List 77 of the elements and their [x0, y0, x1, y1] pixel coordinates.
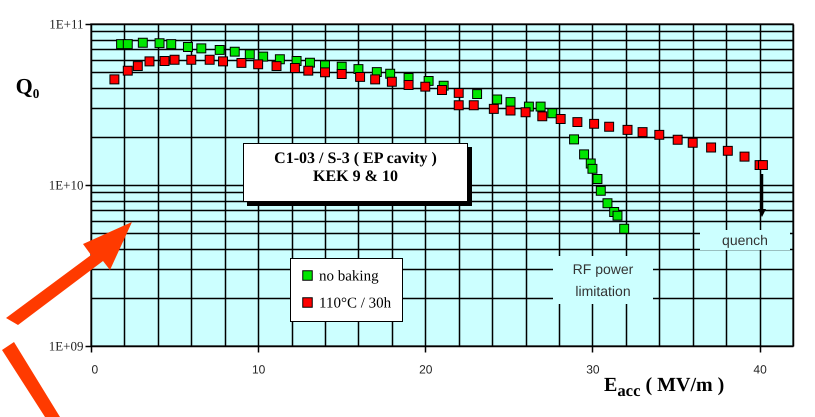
point: [186, 54, 196, 65]
point: [488, 104, 499, 114]
point: [437, 85, 447, 95]
point: [587, 164, 598, 174]
point: [132, 61, 143, 72]
point: [122, 39, 133, 50]
point: [320, 67, 330, 78]
y-tick-label: 1E+09: [48, 338, 84, 354]
point: [303, 66, 314, 76]
point: [688, 138, 698, 148]
point: [556, 114, 566, 124]
x-tick-label: 10: [252, 362, 266, 376]
legend-label: no baking: [319, 268, 380, 284]
point: [160, 56, 170, 66]
point: [536, 102, 546, 112]
point: [109, 74, 120, 84]
point: [454, 100, 464, 110]
point: [170, 54, 180, 65]
point: [672, 134, 683, 145]
point: [138, 38, 148, 48]
point: [122, 66, 133, 76]
point: [758, 160, 768, 170]
point: [182, 42, 193, 52]
point: [454, 88, 464, 98]
x-tick-label: 30: [586, 362, 600, 376]
point: [592, 174, 602, 184]
point: [604, 122, 614, 132]
annotation: quench: [700, 230, 790, 250]
point: [492, 94, 502, 104]
point: [355, 72, 366, 82]
point: [244, 49, 255, 60]
x-axis-title: E$_{acc}$ ( MV/m ): [604, 374, 724, 401]
y-tick-label: 1E+11: [49, 16, 84, 32]
point: [596, 186, 606, 196]
y-axis-title: Q₀: [16, 74, 40, 98]
point: [520, 107, 531, 118]
x-tick-label: 40: [753, 362, 768, 376]
point: [230, 46, 240, 57]
point: [404, 80, 414, 90]
point: [253, 59, 264, 70]
point: [468, 100, 479, 110]
point: [612, 210, 622, 221]
y-tick-label: 1E+10: [48, 178, 84, 192]
point: [290, 63, 300, 73]
point: [722, 146, 733, 156]
point: [619, 224, 630, 234]
point: [386, 76, 397, 87]
point: [204, 54, 215, 65]
point: [706, 142, 716, 152]
point: [622, 124, 632, 135]
x-tick-label: 20: [419, 362, 433, 376]
point: [258, 52, 268, 62]
point: [218, 56, 228, 66]
legend-label: 110°C / 30h: [319, 296, 392, 312]
point: [654, 130, 664, 140]
point: [638, 127, 648, 138]
point: [472, 89, 482, 100]
point: [420, 82, 430, 92]
point: [214, 44, 225, 55]
point: [272, 61, 282, 72]
point: [579, 149, 590, 160]
point: [506, 106, 516, 116]
point: [196, 43, 206, 54]
point: [589, 118, 600, 129]
point: [154, 38, 164, 48]
point: [602, 198, 612, 208]
point: [144, 56, 154, 66]
point: [166, 39, 176, 50]
point: [370, 74, 380, 84]
annotation: RF power limitation: [553, 256, 653, 304]
point: [236, 58, 246, 68]
point: [572, 117, 582, 128]
point: [537, 111, 548, 122]
point: [740, 152, 750, 162]
point: [336, 69, 347, 79]
point: [569, 134, 580, 144]
x-tick-label: 0: [92, 362, 98, 376]
